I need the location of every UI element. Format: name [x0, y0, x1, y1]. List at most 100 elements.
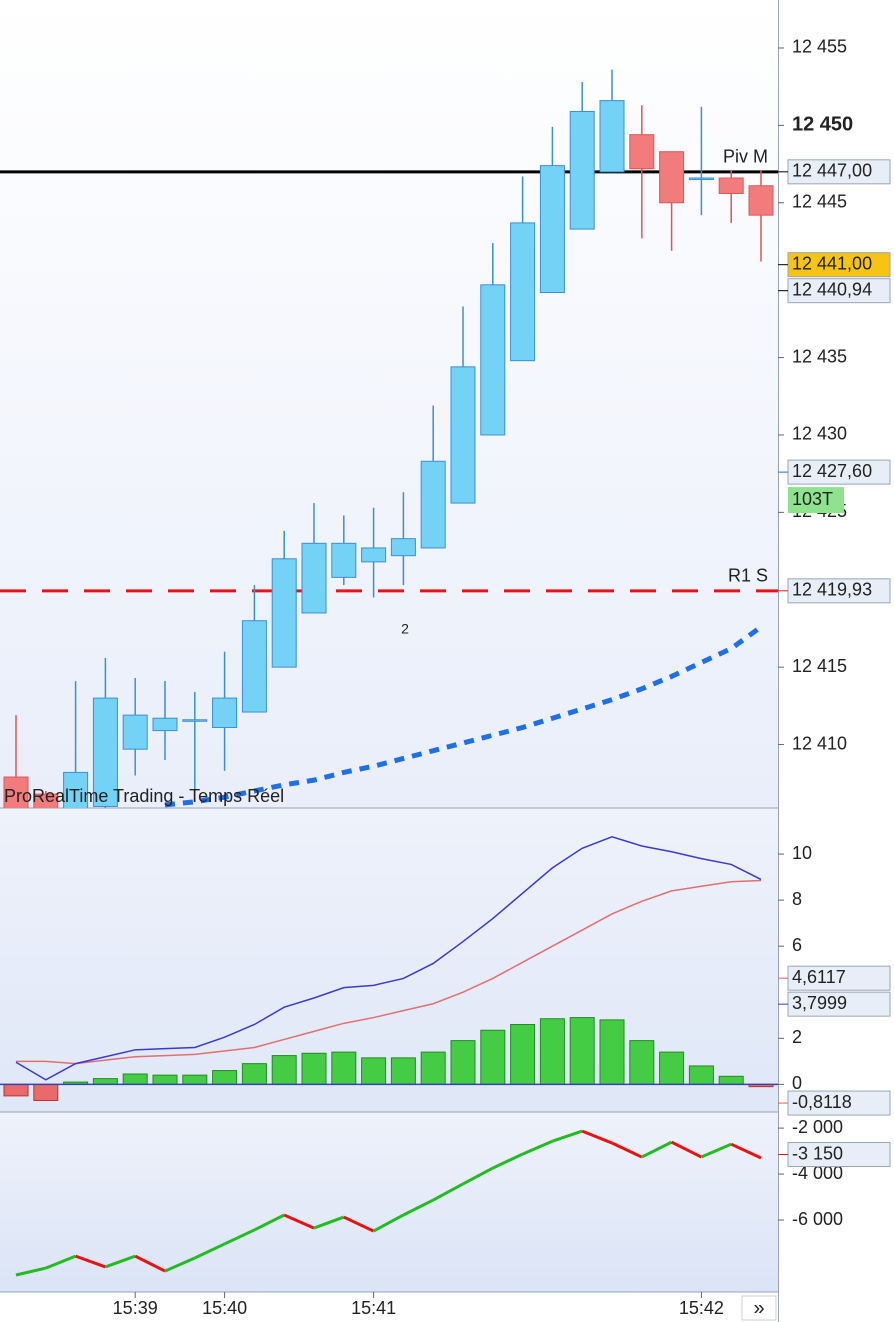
histogram-bar: [569, 1017, 595, 1085]
value-label-box: [787, 1090, 891, 1116]
candle-body: [33, 793, 59, 808]
candle-body: [748, 185, 774, 216]
candle-body: [271, 558, 297, 668]
level-label-box: [787, 578, 891, 604]
moving-average: [164, 624, 763, 808]
flow-segment: [343, 1215, 375, 1233]
histogram-bar: [301, 1052, 327, 1085]
histogram-bar: [599, 1019, 625, 1085]
histogram-bar: [182, 1074, 208, 1085]
flow-segment: [551, 1129, 583, 1143]
price-label: 12 427,60: [792, 461, 872, 481]
candle-body: [331, 542, 357, 578]
flow-segment: [75, 1254, 106, 1269]
volume-box: [788, 487, 844, 514]
y-tick-label: -4 000: [792, 1163, 843, 1183]
flow-segment: [522, 1139, 553, 1156]
histogram-bar: [450, 1040, 476, 1085]
y-tick-label: 12 410: [792, 733, 847, 753]
x-tick-label: 15:41: [351, 1298, 396, 1318]
annotation: 2: [401, 621, 409, 637]
candle-body: [718, 177, 744, 194]
candle-body: [182, 719, 208, 722]
candle-body: [63, 771, 89, 808]
flow-segment: [223, 1228, 256, 1246]
y-tick-label: 2: [792, 1027, 802, 1047]
scroll-button-text[interactable]: »: [753, 1297, 764, 1319]
x-tick-label: 15:39: [113, 1298, 158, 1318]
macd-line: [15, 835, 762, 1081]
flow-segment: [372, 1213, 405, 1233]
histogram-bar: [539, 1018, 565, 1085]
histogram-bar: [33, 1083, 59, 1101]
candle-body: [212, 697, 238, 729]
histogram-bar: [92, 1078, 118, 1085]
value-label-box: [787, 965, 891, 991]
y-tick-label: 12 455: [792, 37, 847, 57]
histogram-bar: [212, 1070, 238, 1085]
histogram-bar: [420, 1051, 446, 1085]
candle-body: [629, 134, 655, 170]
candle-body: [599, 100, 625, 173]
histogram-bar: [718, 1075, 744, 1085]
flow-segment: [432, 1182, 464, 1202]
y-tick-label: 12 450: [792, 114, 853, 136]
candle-body: [480, 284, 506, 436]
flow-segment: [104, 1254, 136, 1269]
histogram-bar: [688, 1065, 714, 1085]
signal-line: [16, 879, 762, 1065]
flow-segment: [730, 1142, 762, 1160]
level-label-box: [787, 159, 891, 185]
level-name: R1 S: [728, 566, 768, 586]
histogram-bar: [3, 1083, 29, 1097]
y-tick-label: 12 415: [792, 656, 847, 676]
candle-body: [3, 776, 29, 808]
candle-body: [569, 110, 595, 230]
candle-body: [361, 547, 387, 563]
histogram-bar: [152, 1074, 178, 1085]
flow-segment: [164, 1256, 196, 1273]
histogram-bar: [361, 1057, 387, 1085]
flow-segment: [641, 1140, 673, 1159]
volume-label: 103T: [792, 489, 833, 509]
level-label: 12 447,00: [792, 161, 872, 181]
flow-segment: [670, 1140, 703, 1159]
flow-segment: [253, 1213, 285, 1232]
price-label: 12 440,94: [792, 279, 872, 299]
value-label: 4,6117: [792, 967, 846, 987]
value-label-box: [787, 991, 891, 1017]
y-tick-label: 8: [792, 889, 802, 909]
watermark: ProRealTime Trading - Temps Réel: [4, 786, 284, 806]
level-label: 12 419,93: [792, 580, 872, 600]
flow-segment: [581, 1129, 613, 1145]
y-tick-label: 12 435: [792, 346, 847, 366]
histogram-bar: [390, 1057, 416, 1085]
price-panel: [0, 0, 778, 808]
candle-body: [510, 222, 536, 362]
candle-body: [152, 717, 178, 732]
candle-body: [390, 538, 416, 557]
histogram-bar: [510, 1023, 536, 1085]
scroll-button-bg[interactable]: [741, 1295, 777, 1321]
flow-segment: [611, 1141, 643, 1159]
candle-body: [122, 714, 148, 750]
price-label-box: [787, 252, 891, 278]
scroll-button[interactable]: »: [741, 1295, 777, 1321]
level-name: Piv M: [723, 147, 768, 167]
y-tick-label: -6 000: [792, 1209, 843, 1229]
price-label-box: [787, 278, 891, 304]
candle-body: [688, 177, 714, 181]
y-tick-label: 0: [792, 1073, 802, 1093]
flow-segment: [700, 1142, 732, 1159]
value-label: -0,8118: [792, 1092, 852, 1112]
flow-segment: [462, 1166, 494, 1186]
histogram-bar: [241, 1063, 267, 1085]
histogram-bar: [122, 1073, 148, 1085]
candle-body: [241, 620, 267, 713]
price-label: 12 441,00: [792, 253, 872, 273]
candle-body: [301, 542, 327, 614]
flow-segment: [492, 1152, 524, 1170]
y-tick-label: 12 430: [792, 424, 847, 444]
candle-body: [539, 165, 565, 294]
